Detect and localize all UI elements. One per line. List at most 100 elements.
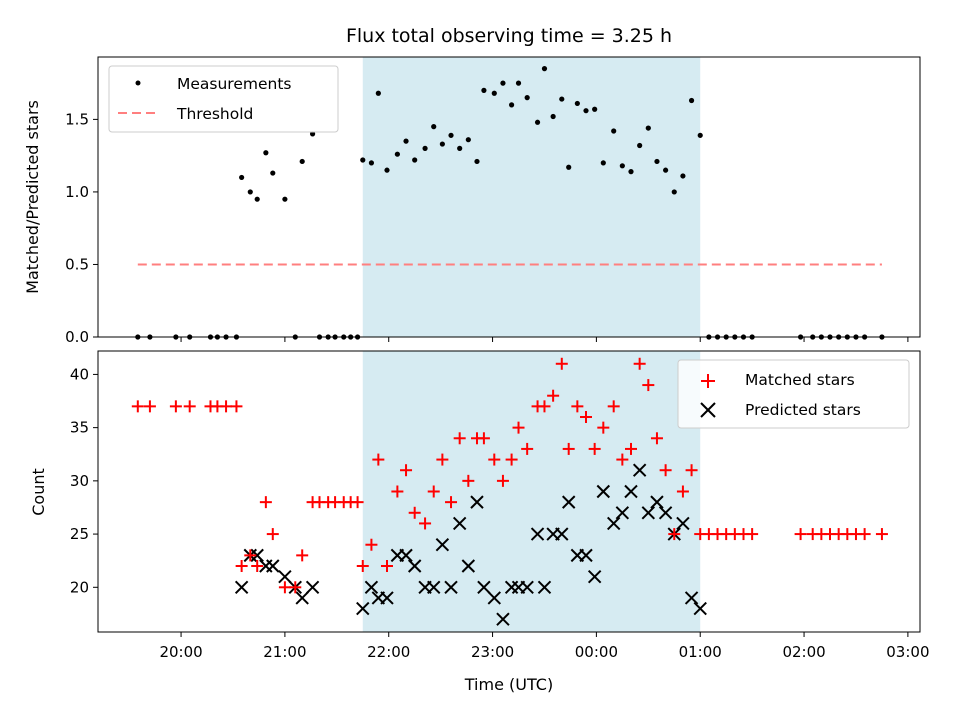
top-panel: 0.0 0.5 1.0 1.5 Matched/Predicted stars Mea… xyxy=(23,56,921,346)
predicted-star-point xyxy=(676,516,690,531)
predicted-star-point xyxy=(693,601,707,616)
matched-star-point xyxy=(365,538,378,551)
x-tick-label: 02:00 xyxy=(782,643,825,661)
predicted-star-point xyxy=(407,559,422,573)
legend-threshold-label: Threshold xyxy=(176,105,253,123)
bottom-y-axis-label: Count xyxy=(29,468,48,516)
matched-star-point xyxy=(650,432,663,445)
chart-title: Flux total observing time = 3.25 h xyxy=(346,25,672,47)
x-tick-label: 03:00 xyxy=(886,643,929,661)
matched-star-point xyxy=(351,496,364,509)
matched-star-point xyxy=(183,400,196,413)
predicted-star-point xyxy=(305,580,320,595)
matched-star-point xyxy=(380,560,393,573)
measurement-point xyxy=(637,142,643,149)
measurement-point xyxy=(600,160,606,166)
matched-star-point xyxy=(453,432,466,445)
measurement-point xyxy=(263,150,269,156)
measurement-point xyxy=(654,158,660,165)
predicted-star-point xyxy=(537,580,552,595)
matched-star-point xyxy=(547,389,560,402)
measurement-point xyxy=(403,138,409,144)
measurement-point xyxy=(239,174,245,181)
matched-star-point xyxy=(562,442,575,455)
measurement-point xyxy=(431,124,437,130)
matched-star-point xyxy=(427,485,440,498)
matched-star-point xyxy=(220,400,233,413)
predicted-star-point xyxy=(579,548,593,563)
matched-star-point xyxy=(676,485,689,498)
matched-star-point xyxy=(488,453,501,466)
measurement-point xyxy=(247,189,253,195)
predicted-star-point xyxy=(234,580,249,595)
predicted-star-point xyxy=(266,559,280,573)
matched-star-point xyxy=(235,560,248,573)
measurement-point xyxy=(270,170,276,176)
matched-star-point xyxy=(588,442,601,455)
bottom-y-tick-label: 25 xyxy=(70,525,89,543)
matched-star-point xyxy=(580,410,593,423)
legend-matched-label: Matched stars xyxy=(745,371,855,389)
bottom-y-tick-label: 30 xyxy=(70,472,89,490)
bottom-legend: Matched stars Predicted stars xyxy=(677,359,910,429)
predicted-star-point xyxy=(606,516,621,531)
measurement-point xyxy=(550,113,556,120)
predicted-star-point xyxy=(520,580,534,595)
x-tick-label: 21:00 xyxy=(263,643,306,661)
top-plot-frame xyxy=(97,56,921,338)
measurement-point xyxy=(500,80,506,86)
matched-star-point xyxy=(143,400,156,413)
matched-star-point xyxy=(436,453,449,466)
measurement-point xyxy=(574,100,580,107)
matched-star-point xyxy=(296,549,309,562)
matched-star-point xyxy=(794,528,807,541)
top-legend-box xyxy=(108,65,339,133)
matched-star-point xyxy=(445,496,458,509)
matched-star-point xyxy=(372,453,385,466)
predicted-star-point xyxy=(561,495,576,509)
matched-star-point xyxy=(512,421,525,434)
measurement-point xyxy=(559,96,565,102)
measurement-point xyxy=(645,125,651,131)
top-y-tick-label: 1.5 xyxy=(65,110,89,128)
top-data-layer xyxy=(135,66,885,340)
matched-star-point xyxy=(538,400,551,413)
matched-star-point xyxy=(685,464,698,477)
matched-star-point xyxy=(642,379,655,392)
x-tick-label: 20:00 xyxy=(159,643,202,661)
measurement-point xyxy=(592,106,598,112)
measurement-point xyxy=(515,80,522,86)
predicted-star-point xyxy=(477,580,491,595)
predicted-star-point xyxy=(624,484,638,499)
measurement-point xyxy=(628,169,634,175)
x-axis-label: Time (UTC) xyxy=(464,675,553,694)
matched-star-point xyxy=(266,528,279,541)
legend-matched-marker xyxy=(701,374,715,388)
predicted-star-point xyxy=(684,591,699,605)
predicted-star-point xyxy=(399,548,413,563)
bottom-highlight-band-layer xyxy=(362,351,701,632)
matched-star-point xyxy=(289,581,302,594)
matched-star-point xyxy=(251,560,264,573)
predicted-star-point xyxy=(444,580,458,595)
matched-star-point xyxy=(505,453,518,466)
matched-star-point xyxy=(259,496,272,509)
bottom-y-tick-label: 40 xyxy=(70,365,89,383)
bottom-data-layer xyxy=(131,357,888,626)
matched-star-point xyxy=(244,549,257,562)
matched-star-point xyxy=(408,506,421,519)
predicted-star-point xyxy=(364,580,379,595)
x-tick-label: 22:00 xyxy=(367,643,410,661)
measurement-point xyxy=(457,145,463,151)
predicted-star-point xyxy=(658,506,673,520)
measurement-point xyxy=(663,167,669,173)
predicted-star-point xyxy=(632,463,647,477)
measurement-point xyxy=(541,66,548,72)
predicted-star-point xyxy=(470,495,484,509)
measurement-point xyxy=(448,132,454,138)
measurement-point xyxy=(439,141,445,147)
matched-star-point xyxy=(419,517,432,530)
measurement-point xyxy=(422,145,428,151)
matched-star-point xyxy=(597,421,610,434)
matched-star-point xyxy=(633,357,646,370)
